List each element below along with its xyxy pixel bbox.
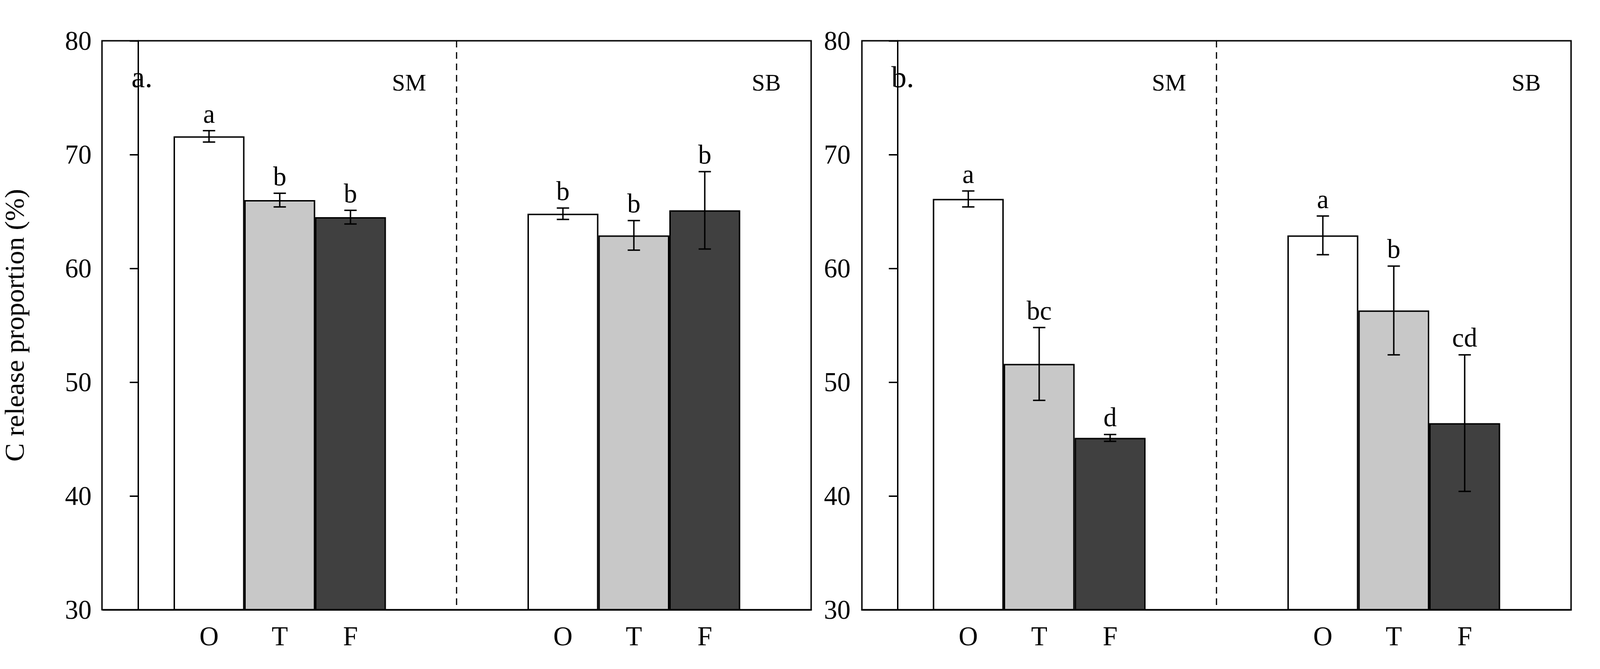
svg-text:b: b xyxy=(556,176,570,206)
svg-text:40: 40 xyxy=(823,481,851,511)
svg-text:C release proportion (%): C release proportion (%) xyxy=(0,189,30,463)
svg-text:O: O xyxy=(199,621,219,652)
svg-text:a: a xyxy=(1316,184,1329,214)
svg-text:b: b xyxy=(1387,234,1401,264)
svg-text:bc: bc xyxy=(1026,295,1052,326)
svg-text:O: O xyxy=(1313,621,1333,652)
svg-text:80: 80 xyxy=(64,26,92,56)
svg-text:50: 50 xyxy=(823,367,851,398)
svg-text:T: T xyxy=(1385,621,1402,652)
svg-text:F: F xyxy=(342,621,358,652)
svg-text:60: 60 xyxy=(64,253,92,284)
svg-text:T: T xyxy=(625,621,642,652)
svg-text:F: F xyxy=(1102,621,1118,652)
svg-text:T: T xyxy=(1031,621,1048,652)
svg-text:SB: SB xyxy=(751,69,781,96)
svg-text:30: 30 xyxy=(64,595,92,625)
svg-text:30: 30 xyxy=(823,595,851,625)
svg-text:70: 70 xyxy=(823,139,851,170)
svg-text:SM: SM xyxy=(391,69,426,96)
svg-text:40: 40 xyxy=(64,481,92,511)
svg-text:d: d xyxy=(1103,402,1117,433)
svg-text:b: b xyxy=(698,139,712,170)
svg-text:b: b xyxy=(627,188,641,219)
svg-text:F: F xyxy=(1457,621,1472,652)
svg-text:cd: cd xyxy=(1452,323,1478,353)
svg-text:80: 80 xyxy=(823,26,851,56)
svg-text:O: O xyxy=(553,621,573,652)
svg-text:a: a xyxy=(962,159,975,189)
svg-text:SB: SB xyxy=(1511,69,1541,96)
svg-text:50: 50 xyxy=(64,367,92,398)
svg-text:70: 70 xyxy=(64,139,92,170)
svg-text:b: b xyxy=(273,161,287,192)
svg-text:F: F xyxy=(697,621,713,652)
svg-text:a: a xyxy=(203,99,215,129)
svg-text:O: O xyxy=(958,621,978,652)
svg-text:SM: SM xyxy=(1151,69,1186,96)
svg-text:60: 60 xyxy=(823,253,851,284)
svg-text:b: b xyxy=(343,178,358,209)
svg-text:b.: b. xyxy=(891,60,915,94)
svg-text:T: T xyxy=(271,621,288,652)
svg-text:a.: a. xyxy=(131,60,153,94)
